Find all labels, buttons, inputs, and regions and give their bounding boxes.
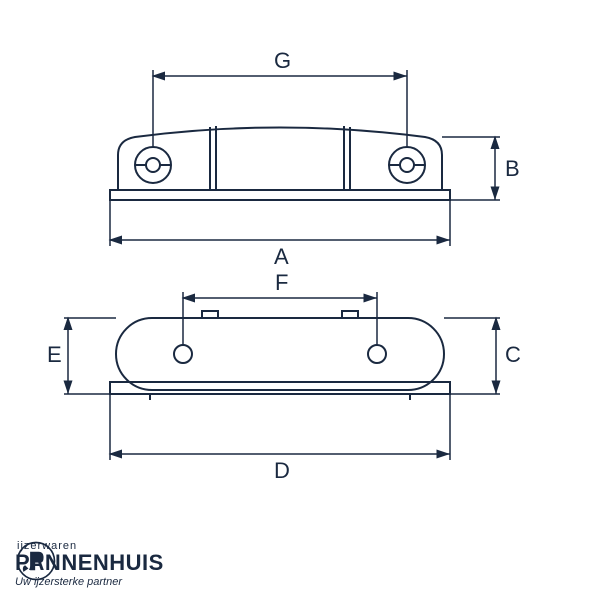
label-f: F [275,270,288,295]
label-g: G [274,48,291,73]
top-view: G A B [110,48,520,269]
logo-icon [15,540,57,582]
label-b: B [505,156,520,181]
brand-logo: ijzerwaren PANNENHUIS Uw ijzersterke par… [15,540,164,588]
bottom-view: F D C E [47,270,521,483]
drawing-svg: G A B F D [0,0,600,600]
label-a: A [274,244,289,269]
label-d: D [274,458,290,483]
label-c: C [505,342,521,367]
label-e: E [47,342,62,367]
technical-drawing: G A B F D [0,0,600,600]
